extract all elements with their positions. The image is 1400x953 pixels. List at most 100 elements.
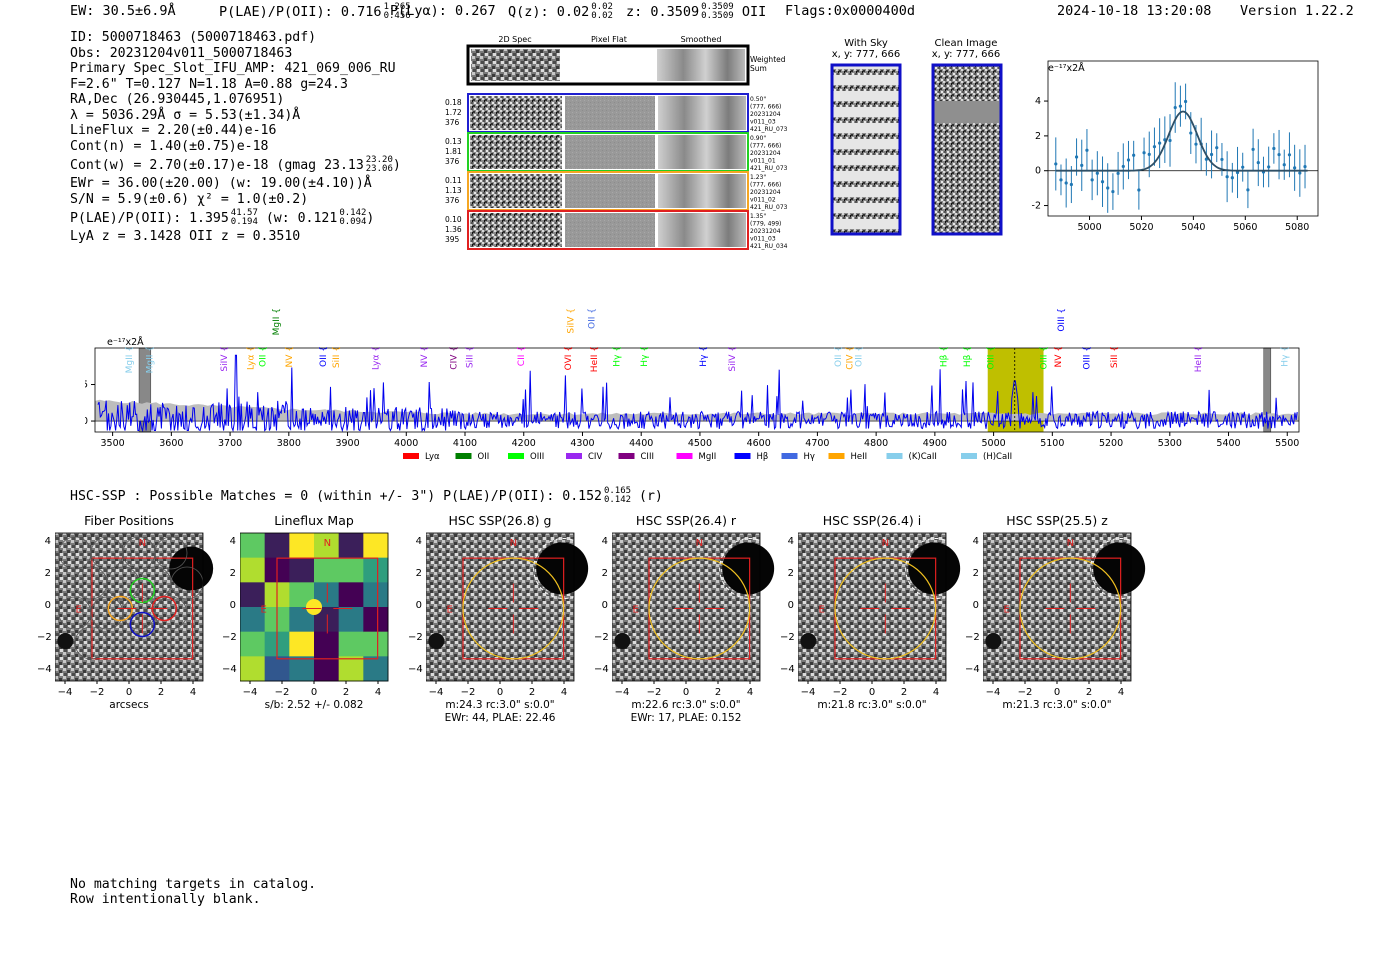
spec-weighted-smooth [657,49,745,81]
hsc-x-tick-label: 2 [1086,687,1092,698]
spec-row-right-label: 20231204 [750,111,781,118]
compass-east: E [819,604,825,615]
hsc-y-tick-label: 4 [601,536,608,547]
legend-label: (H)CaII [983,452,1012,462]
compass-north: N [324,538,331,549]
legend-label: Lyα [425,452,440,462]
hsc-y-tick-label: −4 [965,664,980,675]
zoom-data-point [1137,188,1141,192]
zoom-data-point [1147,152,1151,156]
spec-row-smooth [658,213,746,247]
info-sn: S/N = 5.9(±0.6) χ² = 1.0(±0.2) [70,191,309,207]
spec-row-2d [470,96,562,130]
hsc-panel-caption-2: EWr: 17, PLAE: 0.152 [631,712,742,723]
zoom-data-point [1132,153,1136,157]
spec-row-2d [470,174,562,208]
emission-line-label: OII { [258,346,268,367]
sky-cutout-title: With Sky x, y: 777, 666 [831,38,901,60]
full-x-tick-label: 3700 [218,438,242,449]
hsc-y-tick-label: −2 [408,632,423,643]
hsc-bright-source [722,542,775,595]
emission-line-label: SiIV { [567,308,577,334]
lineflux-cell [289,557,315,583]
info-contw: Cont(w) = 2.70(±0.17)e-18 (gmag 23.13 23.… [70,155,401,174]
spec-col-title-smooth: Smoothed [681,35,722,44]
hsc-panel-caption: s/b: 2.52 +/- 0.082 [265,699,364,711]
hsc-x-tick-label: 4 [561,687,567,698]
spec-row-right-label: 421_RU_073 [750,165,788,172]
compass-north: N [696,538,703,549]
full-x-tick-label: 4500 [688,438,712,449]
zoom-data-point [1142,151,1146,155]
lineflux-map [240,533,389,682]
info-primary: Primary Spec_Slot_IFU_AMP: 421_069_006_R… [70,61,396,76]
lineflux-cell [264,656,290,682]
emission-line-label: OIII { [1082,346,1092,370]
lineflux-cell [240,656,266,682]
zoom-data-point [1095,171,1099,175]
emission-line-label: CII { [517,346,527,366]
hsc-panel-caption: m:21.3 rc:3.0" s:0.0" [1002,699,1111,711]
lineflux-cell [338,582,364,608]
clean-cutout [931,63,1003,236]
footer-line1: No matching targets in catalog. [70,877,317,892]
footer-line2: Row intentionally blank. [70,892,261,907]
info-plae: P(LAE)/P(OII): 1.395 41.57 0.194 (w: 0.121… [70,208,375,227]
compass-north: N [1067,538,1074,549]
legend-swatch [566,453,582,459]
zoom-data-point [1230,176,1234,180]
hsc-search-circle [462,557,565,660]
spec-row-right-label: (777, 666) [750,143,781,150]
emission-line-label: SiII { [332,346,342,368]
hsc-x-tick-label: 0 [683,687,689,698]
zoom-x-tick-label: 5040 [1181,222,1205,233]
header-z: z: 0.3509 0.3509 0.3509 OII [626,3,766,21]
hsc-panel-title: HSC SSP(25.5) z [1006,513,1108,528]
full-x-tick-label: 4900 [923,438,947,449]
hsc-x-tick-label: 0 [311,687,317,698]
legend-label: HeII [851,452,868,462]
fiber-blue [129,611,156,638]
emission-line-label: OIII { [1040,346,1050,370]
spec-row-right-label: v011_03 [750,119,776,126]
spec-row-left-label: 1.72 [445,108,462,117]
header-qz-value: Q(z): 0.02 [508,4,590,20]
zoom-data-point [1215,146,1219,150]
info-obs: Obs: 20231204v011_5000718463 [70,45,293,61]
hsc-y-tick-label: 2 [972,568,979,579]
info-block: ID: 5000718463 (5000718463.pdf) Obs: 202… [70,30,401,245]
emission-line-label: MgII { [125,346,135,373]
zoom-data-point [1194,142,1198,146]
emission-line-label: Hβ { [940,346,950,367]
lineflux-cell [264,533,290,559]
spec-row-left-label: 0.10 [445,215,462,224]
zoom-data-point [1235,170,1240,175]
header-plae-value: P(LAE)/P(OII): 0.716 [219,4,382,20]
hsc-catalog-circle [533,538,595,600]
header-z-value: z: 0.3509 [626,4,700,20]
legend-label: CIII [641,452,654,462]
emission-line-label: Lyα { [372,346,382,370]
full-x-tick-label: 4800 [864,438,888,449]
zoom-data-point [1080,163,1084,167]
compass-east: E [633,604,639,615]
hsc-aperture-box [276,557,379,660]
hsc-y-tick-label: −4 [780,664,795,675]
zoom-data-point [1168,138,1172,143]
compass-east: E [261,604,267,615]
hsc-x-tick-label: −4 [615,687,630,698]
emission-line-label: SiII { [466,346,476,368]
spec-row-right-label: 20231204 [750,150,781,157]
lineflux-cell [314,631,340,657]
clean-cutout-title: Clean Image x, y: 777, 666 [931,38,1001,60]
hsc-search-circle [648,557,751,660]
emission-line-label: SiIV { [728,346,738,372]
fiber-circle [154,536,188,570]
lineflux-cell [240,533,266,559]
emission-line-label: Hγ { [613,346,623,367]
emission-line-label: NV { [420,346,430,367]
info-lya-z: LyA z = 3.1428 OII z = 0.3510 [70,229,301,244]
lineflux-cell [338,533,364,559]
full-x-tick-label: 5100 [1040,438,1064,449]
lineflux-cell [240,631,266,657]
